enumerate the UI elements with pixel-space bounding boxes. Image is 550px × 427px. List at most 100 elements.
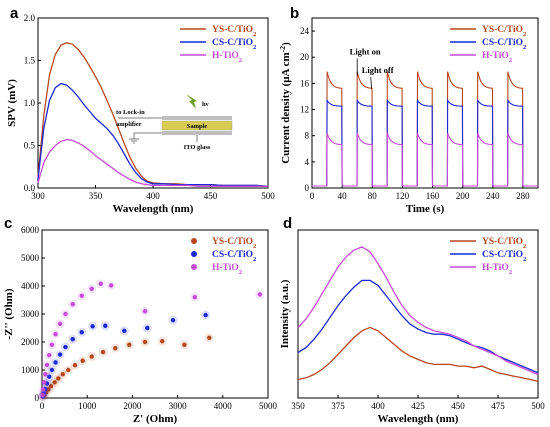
- y-tick-label: 12: [300, 105, 309, 115]
- x-tick-label: 160: [426, 191, 440, 201]
- scatter-point: [41, 380, 47, 385]
- x-tick-label: 500: [261, 191, 275, 201]
- legend-entry: CS-C/TiO2: [212, 38, 257, 51]
- x-tick-label: 1000: [78, 401, 97, 411]
- legend-entry: YS-C/TiO2: [482, 237, 527, 250]
- y-axis-title: Intensity (a.u.): [279, 279, 291, 348]
- y-tick-label: 16: [300, 78, 310, 88]
- panel-letter-d: d: [283, 215, 292, 232]
- scatter-point: [48, 384, 54, 389]
- light-bolt-icon: [186, 94, 197, 109]
- x-axis-title: Time (s): [406, 203, 445, 215]
- x-tick-label: 4000: [214, 401, 233, 411]
- y-tick-label: 1000: [21, 365, 40, 375]
- spv-setup-inset: hν Sample to Lock-in amplifier ITO glass: [116, 94, 233, 151]
- scatter-point: [70, 302, 75, 307]
- annotation-light-on: Light on: [350, 47, 381, 57]
- scatter-point: [80, 358, 85, 363]
- panel-d-axes: 350 375 400 425 450 475 500 Wavelength (nm) Inte…: [279, 215, 545, 425]
- x-tick-label: 40: [338, 191, 348, 201]
- inset-sample-layer: [161, 120, 233, 131]
- panel-b-frame: [311, 17, 539, 189]
- y-tick-label: 3000: [21, 309, 40, 319]
- series-line: [312, 98, 538, 187]
- inset-lockin-label: to Lock-in: [116, 109, 145, 116]
- scatter-point: [142, 339, 148, 345]
- x-tick-label: 5000: [259, 401, 278, 411]
- y-tick-label: 24: [300, 26, 310, 36]
- x-tick-label: 350: [291, 401, 305, 411]
- scatter-point: [170, 317, 176, 323]
- series-line: [37, 42, 269, 187]
- scatter-point: [122, 328, 127, 333]
- y-tick-label: 0.5: [24, 141, 36, 151]
- y-tick-label: 2.0: [24, 13, 36, 23]
- scatter-point: [127, 342, 132, 347]
- x-tick-label: 450: [451, 401, 465, 411]
- x-tick-label: 500: [531, 401, 545, 411]
- x-axis-title: Wavelength (nm): [378, 413, 459, 425]
- panel-letter-a: a: [10, 5, 19, 22]
- y-tick-label: 4000: [21, 281, 40, 291]
- scatter-point: [70, 337, 75, 342]
- y-tick-label: 1.0: [24, 98, 36, 108]
- scatter-point: [40, 387, 46, 392]
- series-line: [312, 71, 538, 187]
- x-tick-label: 450: [204, 191, 218, 201]
- y-axis-title: Current density (μA cm-2): [278, 42, 293, 164]
- scatter-point: [145, 325, 150, 331]
- scatter-point: [90, 324, 95, 329]
- series-line: [37, 82, 269, 187]
- legend-entry: H-TiO2: [482, 263, 513, 276]
- scatter-point: [49, 342, 55, 347]
- inset-hv-label: hν: [202, 101, 209, 108]
- scatter-point: [160, 338, 165, 344]
- scatter-point: [89, 286, 94, 291]
- inset-sample-label: Sample: [187, 123, 208, 130]
- y-tick-label: 20: [300, 52, 310, 62]
- scatter-point: [100, 349, 106, 355]
- scatter-point: [108, 283, 114, 288]
- panel-b-axes: 0 40 80 120 160 200 240 280 0 4 8 12 16 20 24 Time (s) C…: [278, 5, 539, 215]
- scatter-point: [43, 372, 48, 377]
- legend-entry: YS-C/TiO2: [482, 25, 527, 38]
- scatter-point: [257, 292, 263, 297]
- scatter-point: [103, 323, 108, 328]
- annotation-arrow: [370, 76, 372, 89]
- x-tick-label: 475: [491, 401, 505, 411]
- scatter-point: [192, 295, 197, 300]
- legend-marker: [191, 238, 197, 244]
- scatter-point: [203, 312, 208, 318]
- y-axis-title: SPV (mV): [6, 79, 18, 127]
- legend-marker: [191, 264, 197, 270]
- y-tick-label: 1.5: [24, 56, 36, 66]
- x-tick-label: 2000: [123, 401, 142, 411]
- x-tick-label: 80: [368, 191, 378, 201]
- scatter-point: [207, 335, 212, 340]
- x-tick-label: 300: [31, 191, 45, 201]
- scatter-point: [47, 374, 52, 379]
- x-tick-label: 280: [516, 191, 530, 201]
- panel-letter-b: b: [290, 5, 299, 22]
- y-tick-label: 0: [305, 183, 310, 193]
- scatter-point: [56, 376, 61, 381]
- scatter-point: [44, 362, 50, 368]
- y-tick-label: 6000: [21, 225, 40, 235]
- inset-amplifier-label: amplifier: [116, 121, 142, 128]
- scatter-point: [79, 293, 84, 298]
- scatter-point: [53, 360, 58, 365]
- y-tick-label: 0.0: [24, 183, 36, 193]
- scatter-point: [142, 309, 148, 314]
- x-axis-title: Wavelength (nm): [113, 203, 194, 215]
- y-axis-title: -Z'' (Ohm): [3, 288, 15, 339]
- x-tick-label: 200: [456, 191, 470, 201]
- scatter-point: [49, 367, 55, 373]
- inset-ito-label: ITO glass: [184, 144, 211, 151]
- scatter-point: [52, 380, 57, 385]
- x-tick-label: 375: [331, 401, 345, 411]
- scatter-point: [57, 321, 63, 326]
